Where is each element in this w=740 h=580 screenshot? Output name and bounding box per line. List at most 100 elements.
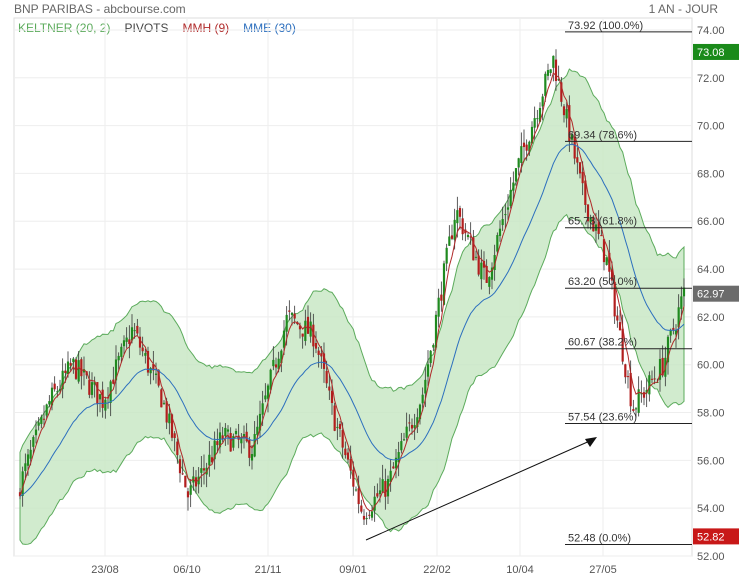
candle (269, 369, 272, 390)
candle (218, 432, 222, 448)
candle (72, 358, 75, 363)
candle (240, 437, 243, 444)
candle (24, 463, 27, 471)
candle (602, 239, 606, 263)
legend-item: MME (30) (243, 21, 296, 35)
candle (629, 372, 632, 407)
candle (242, 433, 246, 438)
candle (34, 429, 38, 436)
candle (496, 235, 499, 252)
candle (397, 452, 400, 463)
x-tick-label: 27/05 (589, 564, 617, 576)
candle (80, 359, 83, 377)
price-badge (693, 43, 739, 60)
candle (570, 134, 574, 140)
candle (357, 488, 360, 505)
y-tick-label: 52.00 (697, 551, 725, 563)
candle (576, 157, 579, 163)
candle (429, 350, 432, 364)
candle (282, 330, 286, 348)
candle (474, 256, 478, 258)
candle (160, 389, 163, 408)
candle (490, 267, 494, 280)
candle (461, 218, 464, 235)
candle (362, 515, 366, 520)
candle (232, 436, 235, 448)
candle (501, 219, 504, 226)
x-tick-label: 23/08 (91, 564, 119, 576)
mme-line (19, 143, 685, 497)
candle (200, 468, 203, 473)
candle (562, 106, 566, 116)
candle (466, 234, 470, 238)
candle (274, 364, 278, 368)
candle (424, 379, 427, 394)
candle (589, 216, 592, 223)
candle (482, 261, 486, 268)
price-badge-label: 73.08 (697, 47, 725, 59)
candle (504, 214, 507, 216)
candle (114, 359, 118, 381)
candle (650, 378, 654, 380)
candle (624, 364, 627, 378)
candle (229, 433, 232, 452)
candle (125, 337, 128, 342)
candle (565, 109, 568, 119)
candle (464, 229, 467, 234)
candle (42, 418, 46, 420)
candle (376, 493, 379, 497)
candle (493, 255, 496, 270)
candle (608, 252, 611, 272)
candle (538, 108, 542, 122)
candle (336, 426, 339, 428)
candle (21, 471, 24, 496)
price-badge-label: 52.82 (697, 531, 725, 543)
candle (442, 263, 446, 305)
candle (256, 426, 259, 435)
candle (288, 310, 291, 312)
candle (221, 435, 224, 440)
candle (290, 312, 294, 315)
candle (557, 79, 560, 81)
candle (552, 55, 555, 68)
candle (469, 236, 472, 238)
candle (450, 235, 454, 239)
candle (170, 414, 174, 438)
y-tick-label: 62.00 (697, 312, 725, 324)
candle (370, 511, 374, 518)
candle (181, 473, 184, 475)
candle (138, 336, 142, 348)
candle (338, 423, 342, 429)
candle (405, 426, 408, 438)
mmh-line (19, 71, 685, 512)
candle (234, 430, 238, 435)
period-selector[interactable]: 1 AN - JOUR (648, 2, 718, 16)
candle (586, 204, 590, 222)
candle (384, 480, 387, 497)
candle (592, 216, 595, 232)
candle (530, 126, 534, 144)
candle (304, 320, 307, 342)
candle (346, 452, 350, 460)
candle (488, 277, 491, 287)
candle (122, 340, 126, 347)
candle (317, 350, 320, 355)
candle (578, 162, 582, 174)
price-badge (693, 285, 739, 302)
fib-level-label: 65.73 (61.8%) (568, 216, 637, 228)
candle (202, 468, 206, 471)
candle (626, 376, 630, 378)
y-tick-label: 56.00 (697, 455, 725, 467)
candle (344, 448, 347, 456)
candle (152, 364, 155, 371)
candle (448, 236, 451, 246)
y-tick-label: 60.00 (697, 360, 725, 372)
candle (69, 362, 72, 366)
candle (605, 257, 608, 265)
candle (32, 437, 35, 447)
candle (64, 370, 67, 374)
candle (485, 265, 488, 283)
candle (120, 346, 123, 357)
candle (93, 381, 96, 385)
candle (402, 439, 406, 441)
